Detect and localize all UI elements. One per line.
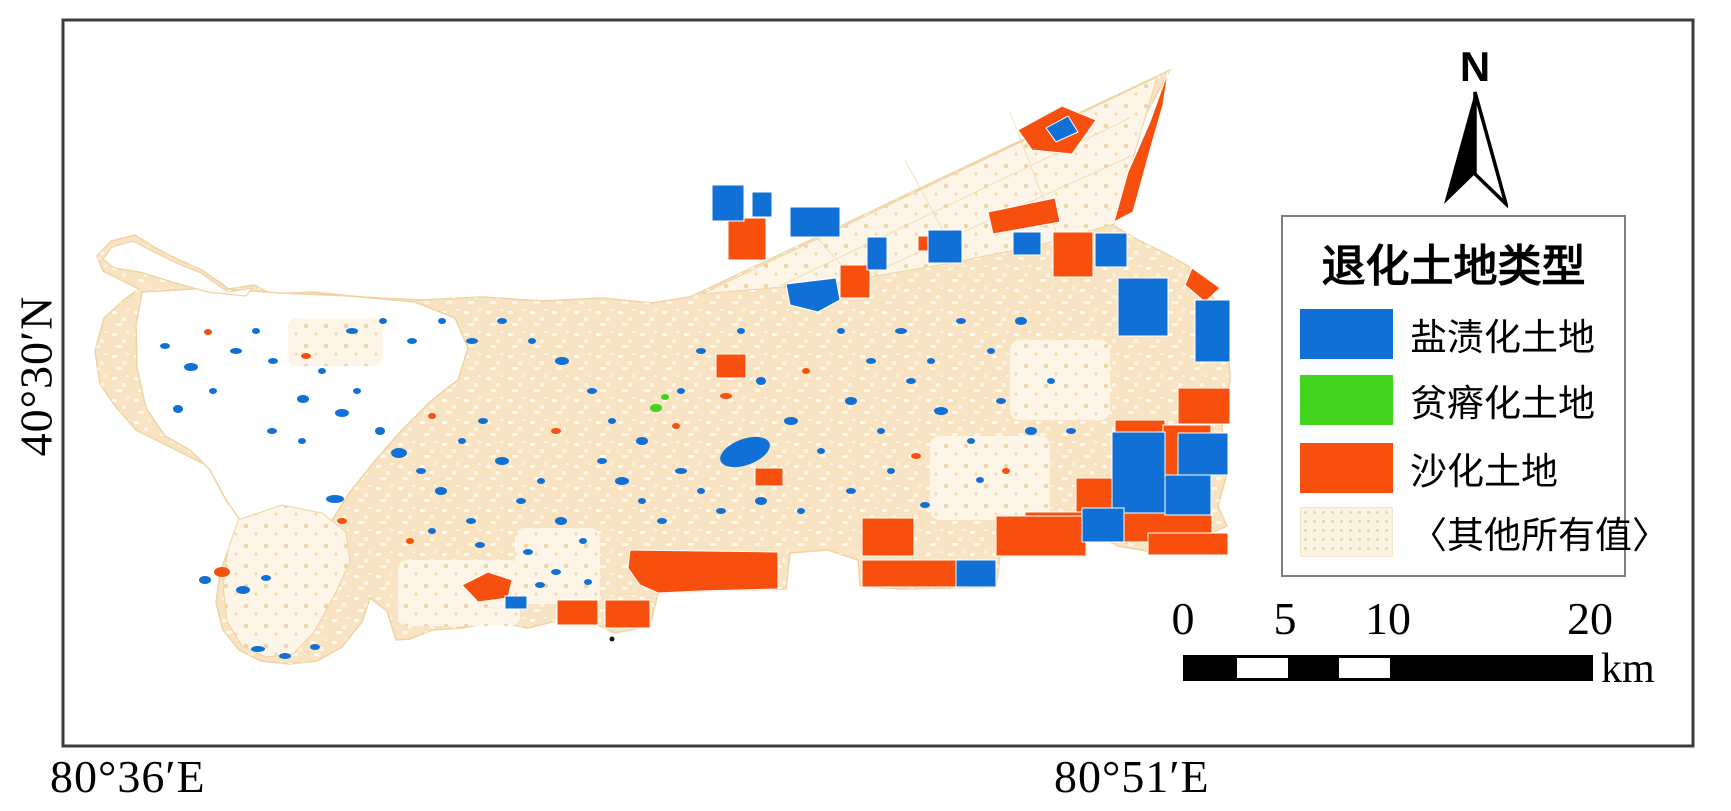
legend-title: 退化土地类型 [1321, 242, 1586, 291]
longitude-label-center: 80°51′E [1054, 751, 1210, 802]
map-frame-border [61, 18, 1695, 748]
north-arrow-icon [1444, 91, 1508, 209]
map-small-sandified-bits [204, 329, 1010, 577]
legend-item-sandified-land: 沙化土地 [1300, 443, 1558, 493]
legend-swatch-salinized [1300, 309, 1393, 359]
latitude-label: 40°30′N [10, 295, 62, 457]
legend-swatch-impoverished [1300, 375, 1393, 425]
scalebar-tick: 20 [1567, 593, 1613, 644]
scalebar-tick: 10 [1365, 593, 1411, 644]
scalebar-segment [1390, 658, 1590, 678]
map-salinized-patches [504, 115, 1231, 610]
scalebar-segment [1186, 658, 1237, 678]
scalebar-tick: 0 [1171, 593, 1195, 644]
north-label: N [1459, 43, 1491, 90]
legend-label: 贫瘠化土地 [1410, 384, 1595, 425]
legend-swatch-sandified [1300, 443, 1393, 493]
legend-item-salinized-land: 盐渍化土地 [1300, 309, 1595, 359]
north-arrow: N [1442, 44, 1508, 210]
longitude-label-left: 80°36′E [50, 751, 206, 802]
map-sandified-patches [461, 71, 1231, 629]
legend-label: 沙化土地 [1410, 452, 1558, 493]
scalebar-unit: km [1601, 646, 1655, 692]
map-impoverished-bits [650, 394, 669, 412]
scalebar-tick-labels: 0 5 10 20 [1172, 592, 1614, 644]
scalebar-tick: 5 [1273, 593, 1297, 644]
map-small-salinized-bits [160, 317, 1076, 659]
legend-item-all-other-values: 〈其他所有值〉 [1300, 507, 1669, 557]
legend-swatch-other [1300, 507, 1393, 557]
map-west-lake [102, 240, 469, 557]
scalebar-segment [1288, 658, 1339, 678]
legend-label: 盐渍化土地 [1410, 318, 1595, 359]
scalebar [1183, 655, 1593, 681]
legend: 退化土地类型 盐渍化土地 贫瘠化土地 沙化土地 〈其他所有值〉 [1281, 215, 1669, 577]
legend-item-impoverished-land: 贫瘠化土地 [1300, 375, 1595, 425]
map-stray-dot [609, 636, 615, 642]
legend-label: 〈其他所有值〉 [1410, 516, 1669, 557]
